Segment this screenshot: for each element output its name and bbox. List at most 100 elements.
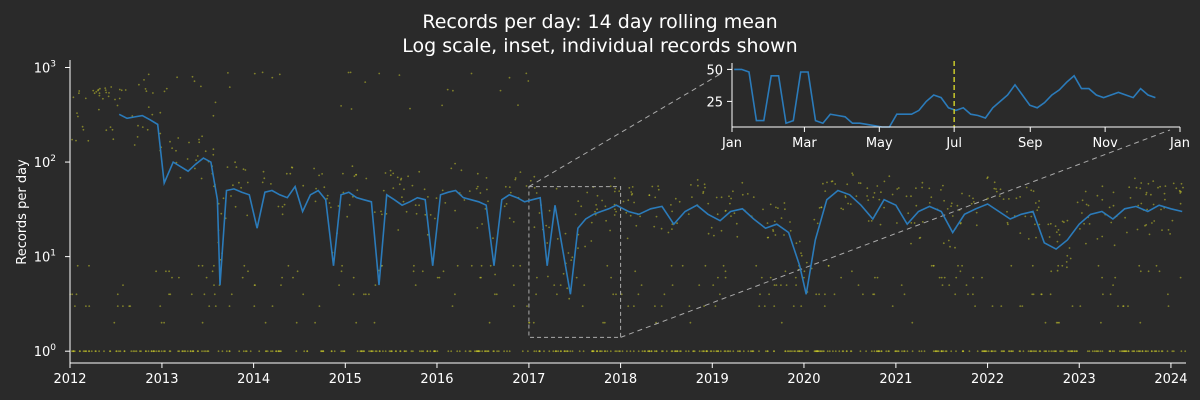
record-point (1086, 350, 1089, 353)
record-point (95, 350, 97, 353)
record-point (724, 209, 727, 212)
record-point (1152, 203, 1155, 206)
record-point (258, 350, 261, 353)
record-point (794, 276, 797, 279)
record-point (880, 350, 883, 353)
record-point (873, 192, 876, 194)
record-point (1161, 229, 1163, 232)
record-point (994, 350, 997, 353)
record-point (702, 190, 705, 193)
record-point (468, 190, 471, 193)
record-point (281, 205, 284, 208)
record-point (1049, 293, 1052, 296)
record-point (163, 350, 165, 353)
x-tick-label: 2012 (53, 372, 86, 387)
record-point (981, 276, 983, 279)
record-point (538, 212, 541, 214)
record-point (1133, 350, 1136, 353)
record-point (488, 321, 491, 324)
record-point (119, 350, 122, 353)
record-point (947, 239, 950, 242)
record-point (709, 350, 712, 353)
record-point (662, 350, 664, 353)
record-point (230, 293, 233, 296)
record-point (548, 226, 550, 229)
record-point (1126, 231, 1128, 234)
record-point (368, 350, 370, 353)
record-point (687, 213, 690, 216)
record-point (941, 284, 944, 286)
record-point (314, 321, 316, 324)
record-point (104, 89, 107, 91)
record-point (450, 167, 453, 170)
record-point (1167, 229, 1170, 231)
record-point (171, 276, 173, 279)
record-point (78, 90, 81, 92)
record-point (486, 188, 488, 191)
record-point (513, 284, 515, 286)
x-tick-label: 2019 (696, 372, 729, 387)
record-point (1061, 220, 1064, 223)
record-point (1008, 198, 1010, 200)
record-point (1095, 350, 1098, 353)
record-point (330, 206, 332, 209)
record-point (182, 350, 184, 353)
record-point (707, 202, 710, 205)
record-point (320, 350, 322, 353)
record-point (1087, 204, 1090, 207)
record-point (238, 350, 241, 353)
record-point (429, 214, 432, 216)
record-point (751, 350, 753, 353)
record-point (609, 229, 611, 232)
x-tick-label: 2015 (329, 372, 362, 387)
record-point (75, 293, 78, 296)
record-point (616, 350, 618, 353)
record-point (186, 350, 189, 353)
record-point (1000, 305, 1003, 307)
record-point (688, 305, 691, 307)
record-point (604, 350, 607, 353)
record-point (987, 350, 990, 353)
record-point (232, 184, 234, 187)
record-point (780, 217, 783, 220)
record-point (897, 187, 900, 189)
record-point (671, 210, 673, 213)
record-point (874, 276, 876, 279)
record-point (378, 72, 381, 75)
record-point (720, 229, 723, 232)
record-point (131, 115, 134, 117)
record-point (670, 350, 673, 353)
inset-x-tick-label: Sep (1018, 136, 1043, 151)
record-point (116, 104, 119, 107)
record-point (1131, 350, 1134, 353)
record-point (1147, 350, 1149, 353)
record-point (418, 170, 421, 173)
record-point (785, 284, 788, 286)
record-point (614, 187, 617, 190)
record-point (1119, 350, 1121, 353)
record-point (85, 305, 87, 307)
record-point (1120, 350, 1123, 353)
record-point (671, 284, 674, 286)
record-point (347, 71, 350, 74)
record-point (840, 276, 842, 279)
record-point (867, 199, 870, 202)
record-point (201, 321, 204, 324)
record-point (277, 205, 280, 208)
record-point (832, 350, 834, 353)
record-point (1147, 182, 1150, 185)
record-point (820, 206, 823, 209)
record-point (1101, 235, 1104, 238)
record-point (959, 270, 962, 273)
record-point (784, 350, 787, 353)
record-point (602, 321, 604, 324)
record-point (983, 350, 985, 353)
record-point (689, 321, 692, 324)
record-point (303, 350, 306, 353)
record-point (464, 350, 467, 353)
record-point (123, 350, 126, 353)
record-point (995, 188, 997, 190)
record-point (356, 189, 359, 192)
record-point (678, 200, 681, 203)
record-point (197, 264, 200, 267)
